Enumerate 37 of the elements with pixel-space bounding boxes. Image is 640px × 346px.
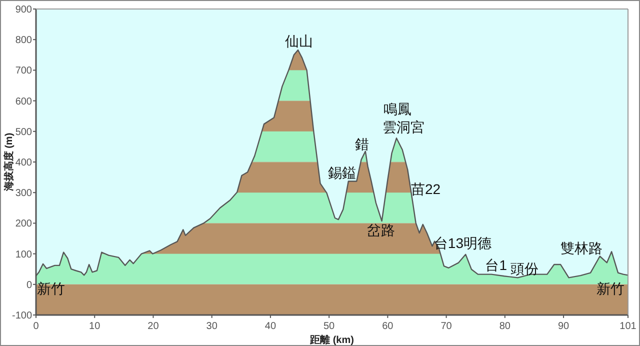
- x-tick-label: 50: [324, 321, 336, 332]
- x-tick-label: 70: [440, 321, 452, 332]
- x-tick-label: 101: [620, 321, 637, 332]
- y-axis-title: 海拔高度 (m): [3, 132, 15, 192]
- x-tick-label: 90: [558, 321, 570, 332]
- y-tick-label: 700: [15, 66, 32, 77]
- x-tick-label: 60: [382, 321, 394, 332]
- annotation: 雙林路: [560, 240, 603, 256]
- x-tick-label: 40: [264, 321, 276, 332]
- x-tick-label: 80: [499, 321, 511, 332]
- annotation: 鳴鳳: [384, 100, 412, 117]
- annotation: 錯: [354, 136, 369, 152]
- annotation: 新竹: [596, 280, 624, 297]
- x-tick-label: 30: [206, 321, 218, 332]
- y-tick-label: 500: [15, 126, 32, 138]
- y-tick-label: 900: [15, 4, 32, 16]
- annotation: 錫鎰: [328, 164, 356, 181]
- annotation: 仙山: [285, 33, 314, 50]
- y-tick-label: 600: [15, 96, 32, 108]
- annotation: 台13明德: [434, 234, 492, 251]
- y-tick-label: 800: [15, 35, 32, 46]
- annotation: 岔路: [367, 222, 396, 238]
- y-tick-label: 100: [15, 249, 32, 260]
- x-tick-label: 20: [148, 321, 160, 332]
- x-axis-title: 距離 (km): [309, 334, 354, 346]
- annotation: 雲洞宮: [382, 118, 425, 135]
- y-tick-label: 0: [26, 280, 32, 291]
- y-tick-label: 400: [15, 158, 32, 168]
- x-tick-label: 0: [33, 321, 40, 332]
- x-tick-label: 10: [89, 321, 101, 332]
- annotation: 新竹: [37, 280, 66, 297]
- annotation: 台1: [485, 256, 508, 273]
- annotation: 頭份: [510, 260, 538, 276]
- annotation: 苗22: [410, 180, 441, 197]
- y-tick-label: 200: [15, 218, 32, 230]
- y-tick-label: 300: [15, 188, 32, 200]
- y-tick-label: -100: [12, 310, 32, 322]
